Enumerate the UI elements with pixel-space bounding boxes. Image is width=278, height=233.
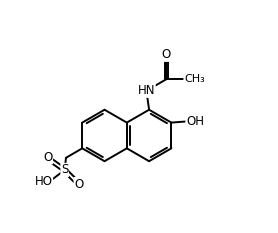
- Text: HO: HO: [34, 175, 53, 188]
- Text: O: O: [43, 151, 53, 164]
- Text: O: O: [162, 48, 171, 61]
- Text: CH₃: CH₃: [184, 74, 205, 84]
- Text: O: O: [74, 178, 83, 191]
- Text: OH: OH: [186, 115, 204, 128]
- Text: HN: HN: [138, 84, 155, 97]
- Text: S: S: [61, 164, 68, 176]
